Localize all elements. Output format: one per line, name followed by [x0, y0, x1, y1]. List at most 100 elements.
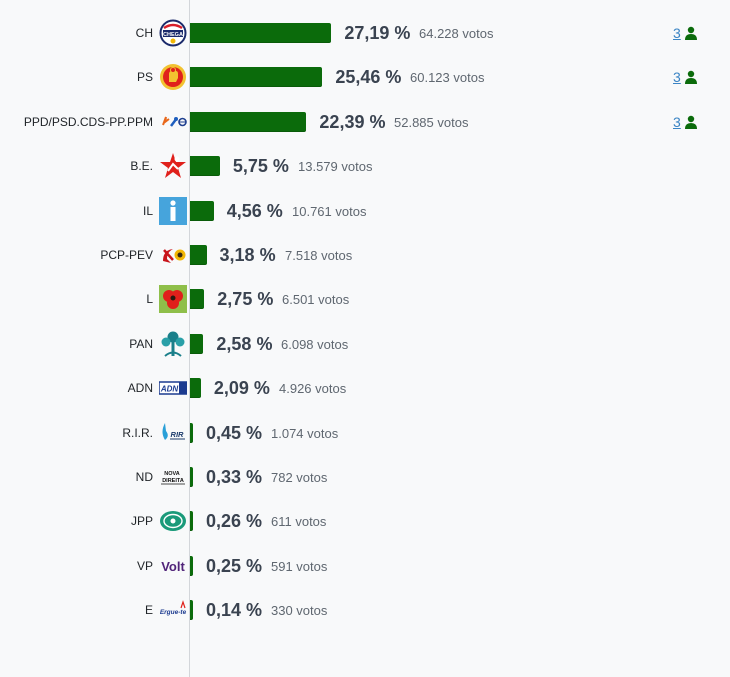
vote-share-bar	[190, 333, 204, 354]
vote-share-bar	[190, 600, 193, 621]
vote-share-bar	[190, 555, 193, 576]
svg-text:ADN: ADN	[160, 385, 179, 394]
vote-share-bar	[190, 67, 323, 88]
svg-text:RIR: RIR	[171, 430, 185, 439]
volt-logo: Volt	[159, 552, 187, 580]
vote-share-bar	[190, 422, 193, 443]
votes-label: 782 votos	[271, 470, 328, 485]
result-row: L 2,75 % 6.501 votos	[0, 279, 730, 319]
votes-label: 10.761 votos	[292, 203, 367, 219]
votes-label: 7.518 votos	[285, 248, 353, 263]
percent-label: 3,18 %	[219, 245, 276, 265]
votes-label: 591 votos	[271, 558, 328, 574]
result-row: VP Volt 0,25 % 591 votos	[0, 546, 730, 586]
percent-label: 2,75 %	[217, 289, 274, 310]
person-icon	[684, 115, 698, 129]
vote-share-bar	[190, 23, 332, 43]
ps-fist-rose-logo	[159, 63, 187, 91]
ergue-te-logo: Ergue-te	[159, 596, 187, 624]
percent-label: 0,14 %	[206, 600, 263, 621]
party-label: JPP	[130, 514, 153, 529]
result-row: CH CHEGA 27,19 % 64.228 votos 3	[0, 13, 730, 53]
party-label: PS	[136, 70, 153, 85]
svg-text:NOVA: NOVA	[164, 471, 180, 477]
vote-share-bar	[190, 111, 307, 132]
cdu-hammer-sickle-logo	[159, 241, 187, 269]
result-row: B.E. 5,75 % 13.579 votos	[0, 146, 730, 186]
votes-label: 6.501 votos	[282, 292, 350, 308]
result-row: PAN 2,58 % 6.098 votos	[0, 324, 730, 364]
percent-label: 22,39 %	[319, 111, 386, 132]
percent-label: 2,58 %	[216, 333, 273, 354]
result-row: PCP-PEV 3,18 % 7.518 votos	[0, 235, 730, 275]
party-label: L	[146, 292, 153, 307]
svg-text:Ergue-te: Ergue-te	[160, 609, 187, 616]
percent-label: 4,56 %	[226, 200, 283, 221]
party-label: ADN	[127, 381, 153, 396]
percent-label: 25,46 %	[335, 67, 402, 88]
votes-label: 64.228 votos	[419, 26, 494, 41]
party-label: R.I.R.	[122, 425, 153, 440]
party-label: PCP-PEV	[100, 248, 153, 262]
vote-share-bar	[190, 511, 193, 532]
party-label: B.E.	[130, 159, 153, 174]
result-row: ND NOVA DIREITA 0,33 % 782 votos	[0, 457, 730, 497]
pan-tree-logo	[159, 330, 187, 358]
result-row: PS 25,46 % 60.123 votos 3	[0, 57, 730, 97]
result-row: PPD/PSD.CDS-PP.PPM 22,39 % 52.885 votos 3	[0, 102, 730, 142]
adn-logo: ADN	[159, 374, 187, 402]
percent-label: 0,25 %	[206, 555, 263, 576]
rir-logo: RIR	[159, 419, 187, 447]
il-logo	[159, 196, 187, 225]
axis-line	[189, 0, 190, 677]
svg-text:Volt: Volt	[161, 559, 185, 574]
seats-indicator: 3	[673, 13, 698, 53]
livre-poppy-logo	[159, 285, 187, 314]
votes-label: 6.098 votos	[281, 336, 349, 352]
svg-text:CHEGA: CHEGA	[163, 32, 183, 38]
percent-label: 27,19 %	[344, 23, 411, 43]
result-row: JPP 0,26 % 611 votos	[0, 501, 730, 541]
percent-label: 0,45 %	[206, 422, 263, 443]
votes-label: 330 votos	[271, 603, 328, 619]
vote-share-bar	[190, 289, 205, 310]
seats-link[interactable]: 3	[673, 69, 681, 86]
vote-share-bar	[190, 156, 220, 177]
votes-label: 60.123 votos	[410, 70, 485, 86]
votes-label: 4.926 votos	[279, 381, 347, 397]
seats-link[interactable]: 3	[673, 25, 681, 41]
percent-label: 5,75 %	[232, 156, 289, 177]
person-icon	[684, 26, 698, 40]
party-label: CH	[135, 26, 153, 40]
party-label: VP	[136, 558, 153, 573]
nova-direita-logo: NOVA DIREITA	[159, 463, 187, 491]
seats-indicator: 3	[673, 57, 698, 97]
party-label: PAN	[129, 336, 153, 351]
result-row: IL 4,56 % 10.761 votos	[0, 191, 730, 231]
votes-label: 1.074 votos	[271, 425, 339, 441]
percent-label: 2,09 %	[213, 378, 270, 399]
result-row: E Ergue-te 0,14 % 330 votos	[0, 590, 730, 630]
seats-indicator: 3	[673, 102, 698, 142]
seats-link[interactable]: 3	[673, 113, 681, 130]
person-icon	[684, 70, 698, 85]
votes-label: 611 votos	[271, 514, 327, 530]
svg-text:DIREITA: DIREITA	[162, 478, 184, 484]
ad-coalition-logo	[159, 108, 187, 136]
votes-label: 52.885 votos	[394, 114, 469, 130]
party-label: IL	[142, 203, 153, 218]
result-row: R.I.R. RIR 0,45 % 1.074 votos	[0, 413, 730, 453]
chega-logo: CHEGA	[159, 19, 187, 47]
vote-share-bar	[190, 378, 201, 399]
vote-share-bar	[190, 245, 207, 265]
result-row: ADN ADN 2,09 % 4.926 votos	[0, 368, 730, 408]
jpp-logo	[159, 507, 187, 535]
percent-label: 0,26 %	[206, 511, 263, 532]
party-label: PPD/PSD.CDS-PP.PPM	[23, 114, 153, 129]
votes-label: 13.579 votos	[298, 159, 373, 175]
party-label: E	[144, 603, 153, 618]
party-label: ND	[135, 470, 153, 484]
vote-share-bar	[190, 467, 193, 487]
be-star-logo	[159, 152, 187, 180]
